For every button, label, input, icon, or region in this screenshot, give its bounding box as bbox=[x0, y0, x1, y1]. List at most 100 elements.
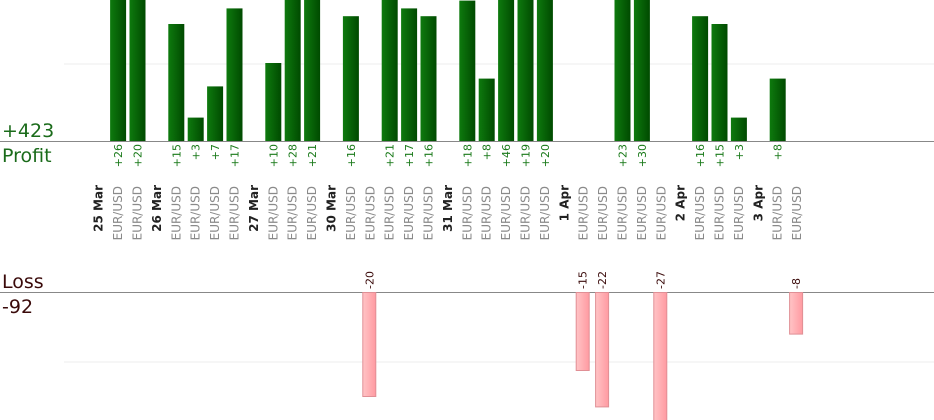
profit-bar bbox=[517, 0, 534, 141]
loss-bar bbox=[653, 292, 668, 420]
instrument-label: EUR/USD bbox=[616, 186, 630, 240]
profit-bar bbox=[168, 24, 185, 141]
profit-bar bbox=[129, 0, 146, 141]
profit-bar bbox=[614, 0, 631, 141]
instrument-label: EUR/USD bbox=[111, 186, 125, 240]
profit-total: +423 bbox=[2, 120, 55, 142]
loss-value-label: -8 bbox=[790, 278, 803, 289]
date-label: 30 Mar bbox=[325, 185, 339, 232]
loss-value-label: -20 bbox=[363, 271, 376, 289]
profit-value-label: +28 bbox=[287, 144, 300, 167]
chart-marks: 25 Mar EUR/USD +26 EUR/USD +20 26 Mar EUR/USD +… bbox=[92, 0, 804, 420]
instrument-label: EUR/USD bbox=[732, 186, 746, 240]
loss-bar bbox=[362, 292, 377, 397]
date-label: 31 Mar bbox=[441, 185, 455, 232]
profit-label: Profit bbox=[2, 145, 52, 167]
loss-total: -92 bbox=[2, 296, 34, 318]
profit-bar bbox=[769, 78, 786, 141]
instrument-label: EUR/USD bbox=[344, 186, 358, 240]
profit-value-label: +16 bbox=[423, 144, 436, 167]
profit-bar bbox=[110, 0, 127, 142]
profit-value-label: +10 bbox=[267, 144, 280, 167]
profit-value-label: +21 bbox=[306, 144, 319, 167]
profit-bar bbox=[401, 8, 418, 142]
profit-bar bbox=[420, 16, 437, 142]
profit-bar bbox=[187, 117, 204, 141]
instrument-label: EUR/USD bbox=[577, 186, 591, 240]
profit-value-label: +16 bbox=[345, 144, 358, 167]
instrument-label: EUR/USD bbox=[480, 186, 494, 240]
date-label: 25 Mar bbox=[92, 185, 106, 232]
profit-bar bbox=[459, 0, 476, 141]
loss-value-label: -15 bbox=[577, 271, 590, 289]
profit-bar bbox=[498, 0, 515, 141]
instrument-label: EUR/USD bbox=[383, 186, 397, 240]
instrument-label: EUR/USD bbox=[266, 186, 280, 240]
date-label: 26 Mar bbox=[150, 185, 164, 232]
profit-value-label: +3 bbox=[190, 144, 203, 160]
date-label: 1 Apr bbox=[557, 185, 571, 221]
instrument-label: EUR/USD bbox=[635, 186, 649, 240]
profit-value-label: +19 bbox=[520, 144, 533, 167]
loss-bar bbox=[789, 292, 804, 335]
instrument-label: EUR/USD bbox=[654, 186, 668, 240]
profit-value-label: +18 bbox=[461, 144, 474, 167]
profit-value-label: +8 bbox=[772, 144, 785, 160]
instrument-label: EUR/USD bbox=[228, 186, 242, 240]
instrument-label: EUR/USD bbox=[169, 186, 183, 240]
instrument-label: EUR/USD bbox=[499, 186, 513, 240]
profit-value-label: +23 bbox=[617, 144, 630, 167]
instrument-label: EUR/USD bbox=[460, 186, 474, 240]
instrument-label: EUR/USD bbox=[363, 186, 377, 240]
instrument-label: EUR/USD bbox=[208, 186, 222, 240]
instrument-label: EUR/USD bbox=[519, 186, 533, 240]
profit-value-label: +30 bbox=[636, 144, 649, 167]
profit-value-label: +26 bbox=[112, 144, 125, 167]
profit-value-label: +20 bbox=[132, 144, 145, 167]
profit-value-label: +20 bbox=[539, 144, 552, 167]
profit-bar bbox=[381, 0, 398, 142]
date-label: 3 Apr bbox=[751, 185, 765, 221]
profit-value-label: +16 bbox=[694, 144, 707, 167]
profit-value-label: +7 bbox=[209, 144, 222, 160]
instrument-label: EUR/USD bbox=[790, 186, 804, 240]
profit-bar bbox=[284, 0, 301, 141]
profit-value-label: +21 bbox=[384, 144, 397, 167]
instrument-label: EUR/USD bbox=[596, 186, 610, 240]
loss-value-label: -22 bbox=[596, 271, 609, 289]
profit-value-label: +17 bbox=[229, 144, 242, 167]
date-label: 27 Mar bbox=[247, 185, 261, 232]
instrument-label: EUR/USD bbox=[538, 186, 552, 240]
profit-value-label: +17 bbox=[403, 144, 416, 167]
profit-value-label: +8 bbox=[481, 144, 494, 160]
profit-value-label: +15 bbox=[714, 144, 727, 167]
profit-bar bbox=[207, 86, 224, 141]
instrument-label: EUR/USD bbox=[402, 186, 416, 240]
date-label: 2 Apr bbox=[674, 185, 688, 221]
instrument-label: EUR/USD bbox=[422, 186, 436, 240]
loss-label: Loss bbox=[2, 271, 44, 293]
instrument-label: EUR/USD bbox=[131, 186, 145, 240]
profit-bar bbox=[304, 0, 321, 142]
profit-bar bbox=[730, 117, 747, 141]
profit-bar bbox=[478, 78, 495, 141]
profit-value-label: +15 bbox=[170, 144, 183, 167]
loss-value-label: -27 bbox=[654, 271, 667, 289]
profit-bar bbox=[711, 24, 728, 141]
instrument-label: EUR/USD bbox=[771, 186, 785, 240]
instrument-label: EUR/USD bbox=[286, 186, 300, 240]
profit-bar bbox=[692, 16, 709, 142]
profit-bar bbox=[536, 0, 553, 141]
profit-bar bbox=[633, 0, 650, 141]
profit-value-label: +46 bbox=[500, 144, 513, 167]
loss-bar bbox=[595, 292, 610, 408]
instrument-label: EUR/USD bbox=[693, 186, 707, 240]
profit-bar bbox=[226, 8, 243, 142]
loss-bar bbox=[575, 292, 590, 371]
instrument-label: EUR/USD bbox=[305, 186, 319, 240]
instrument-label: EUR/USD bbox=[189, 186, 203, 240]
instrument-label: EUR/USD bbox=[713, 186, 727, 240]
profit-bar bbox=[265, 63, 282, 141]
profit-bar bbox=[342, 16, 359, 142]
